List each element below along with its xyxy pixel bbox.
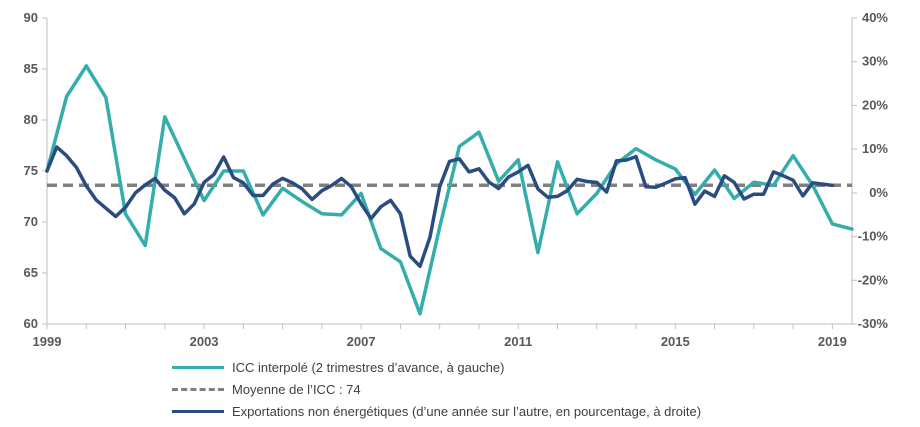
chart-axes [42, 17, 857, 329]
legend-label-icc: ICC interpolé (2 trimestres d’avance, à … [232, 359, 505, 375]
left-tick-label: 75 [24, 163, 38, 178]
x-tick-label: 2003 [190, 334, 219, 349]
legend-item-icc: ICC interpolé (2 trimestres d’avance, à … [172, 356, 701, 378]
left-tick-label: 65 [24, 265, 38, 280]
right-tick-label: 20% [862, 97, 888, 112]
series-line-icc [45, 64, 854, 316]
x-tick-label: 2019 [818, 334, 847, 349]
left-tick-label: 85 [24, 61, 38, 76]
x-tick-label: 2015 [661, 334, 690, 349]
right-tick-label: 10% [862, 141, 888, 156]
legend: ICC interpolé (2 trimestres d’avance, à … [172, 356, 701, 422]
legend-label-exports: Exportations non énergétiques (d’une ann… [232, 403, 702, 419]
legend-label-average: Moyenne de l’ICC : 74 [232, 381, 361, 397]
left-tick-label: 70 [24, 214, 38, 229]
legend-swatch-icc [172, 365, 224, 369]
legend-swatch-average [172, 387, 224, 391]
series-line-exports [45, 145, 835, 269]
x-tick-label: 1999 [33, 334, 62, 349]
left-tick-label: 80 [24, 112, 38, 127]
legend-item-exports: Exportations non énergétiques (d’une ann… [172, 400, 701, 422]
left-tick-label: 90 [24, 10, 38, 25]
chart-series [45, 64, 854, 316]
right-tick-label: -30% [858, 316, 889, 331]
right-tick-label: 0% [869, 185, 888, 200]
right-tick-label: -10% [858, 229, 889, 244]
right-tick-label: 40% [862, 10, 888, 25]
right-tick-label: -20% [858, 272, 889, 287]
x-tick-label: 2007 [347, 334, 376, 349]
left-tick-label: 60 [24, 316, 38, 331]
right-tick-label: 30% [862, 54, 888, 69]
chart-tick-labels: 60 65 70 75 80 85 90 -30% -20% -10% 0% 10% 20% 30% 40%… [24, 10, 889, 349]
legend-item-average: Moyenne de l’ICC : 74 [172, 378, 701, 400]
x-tick-label: 2011 [504, 334, 532, 349]
legend-swatch-exports [172, 409, 224, 413]
